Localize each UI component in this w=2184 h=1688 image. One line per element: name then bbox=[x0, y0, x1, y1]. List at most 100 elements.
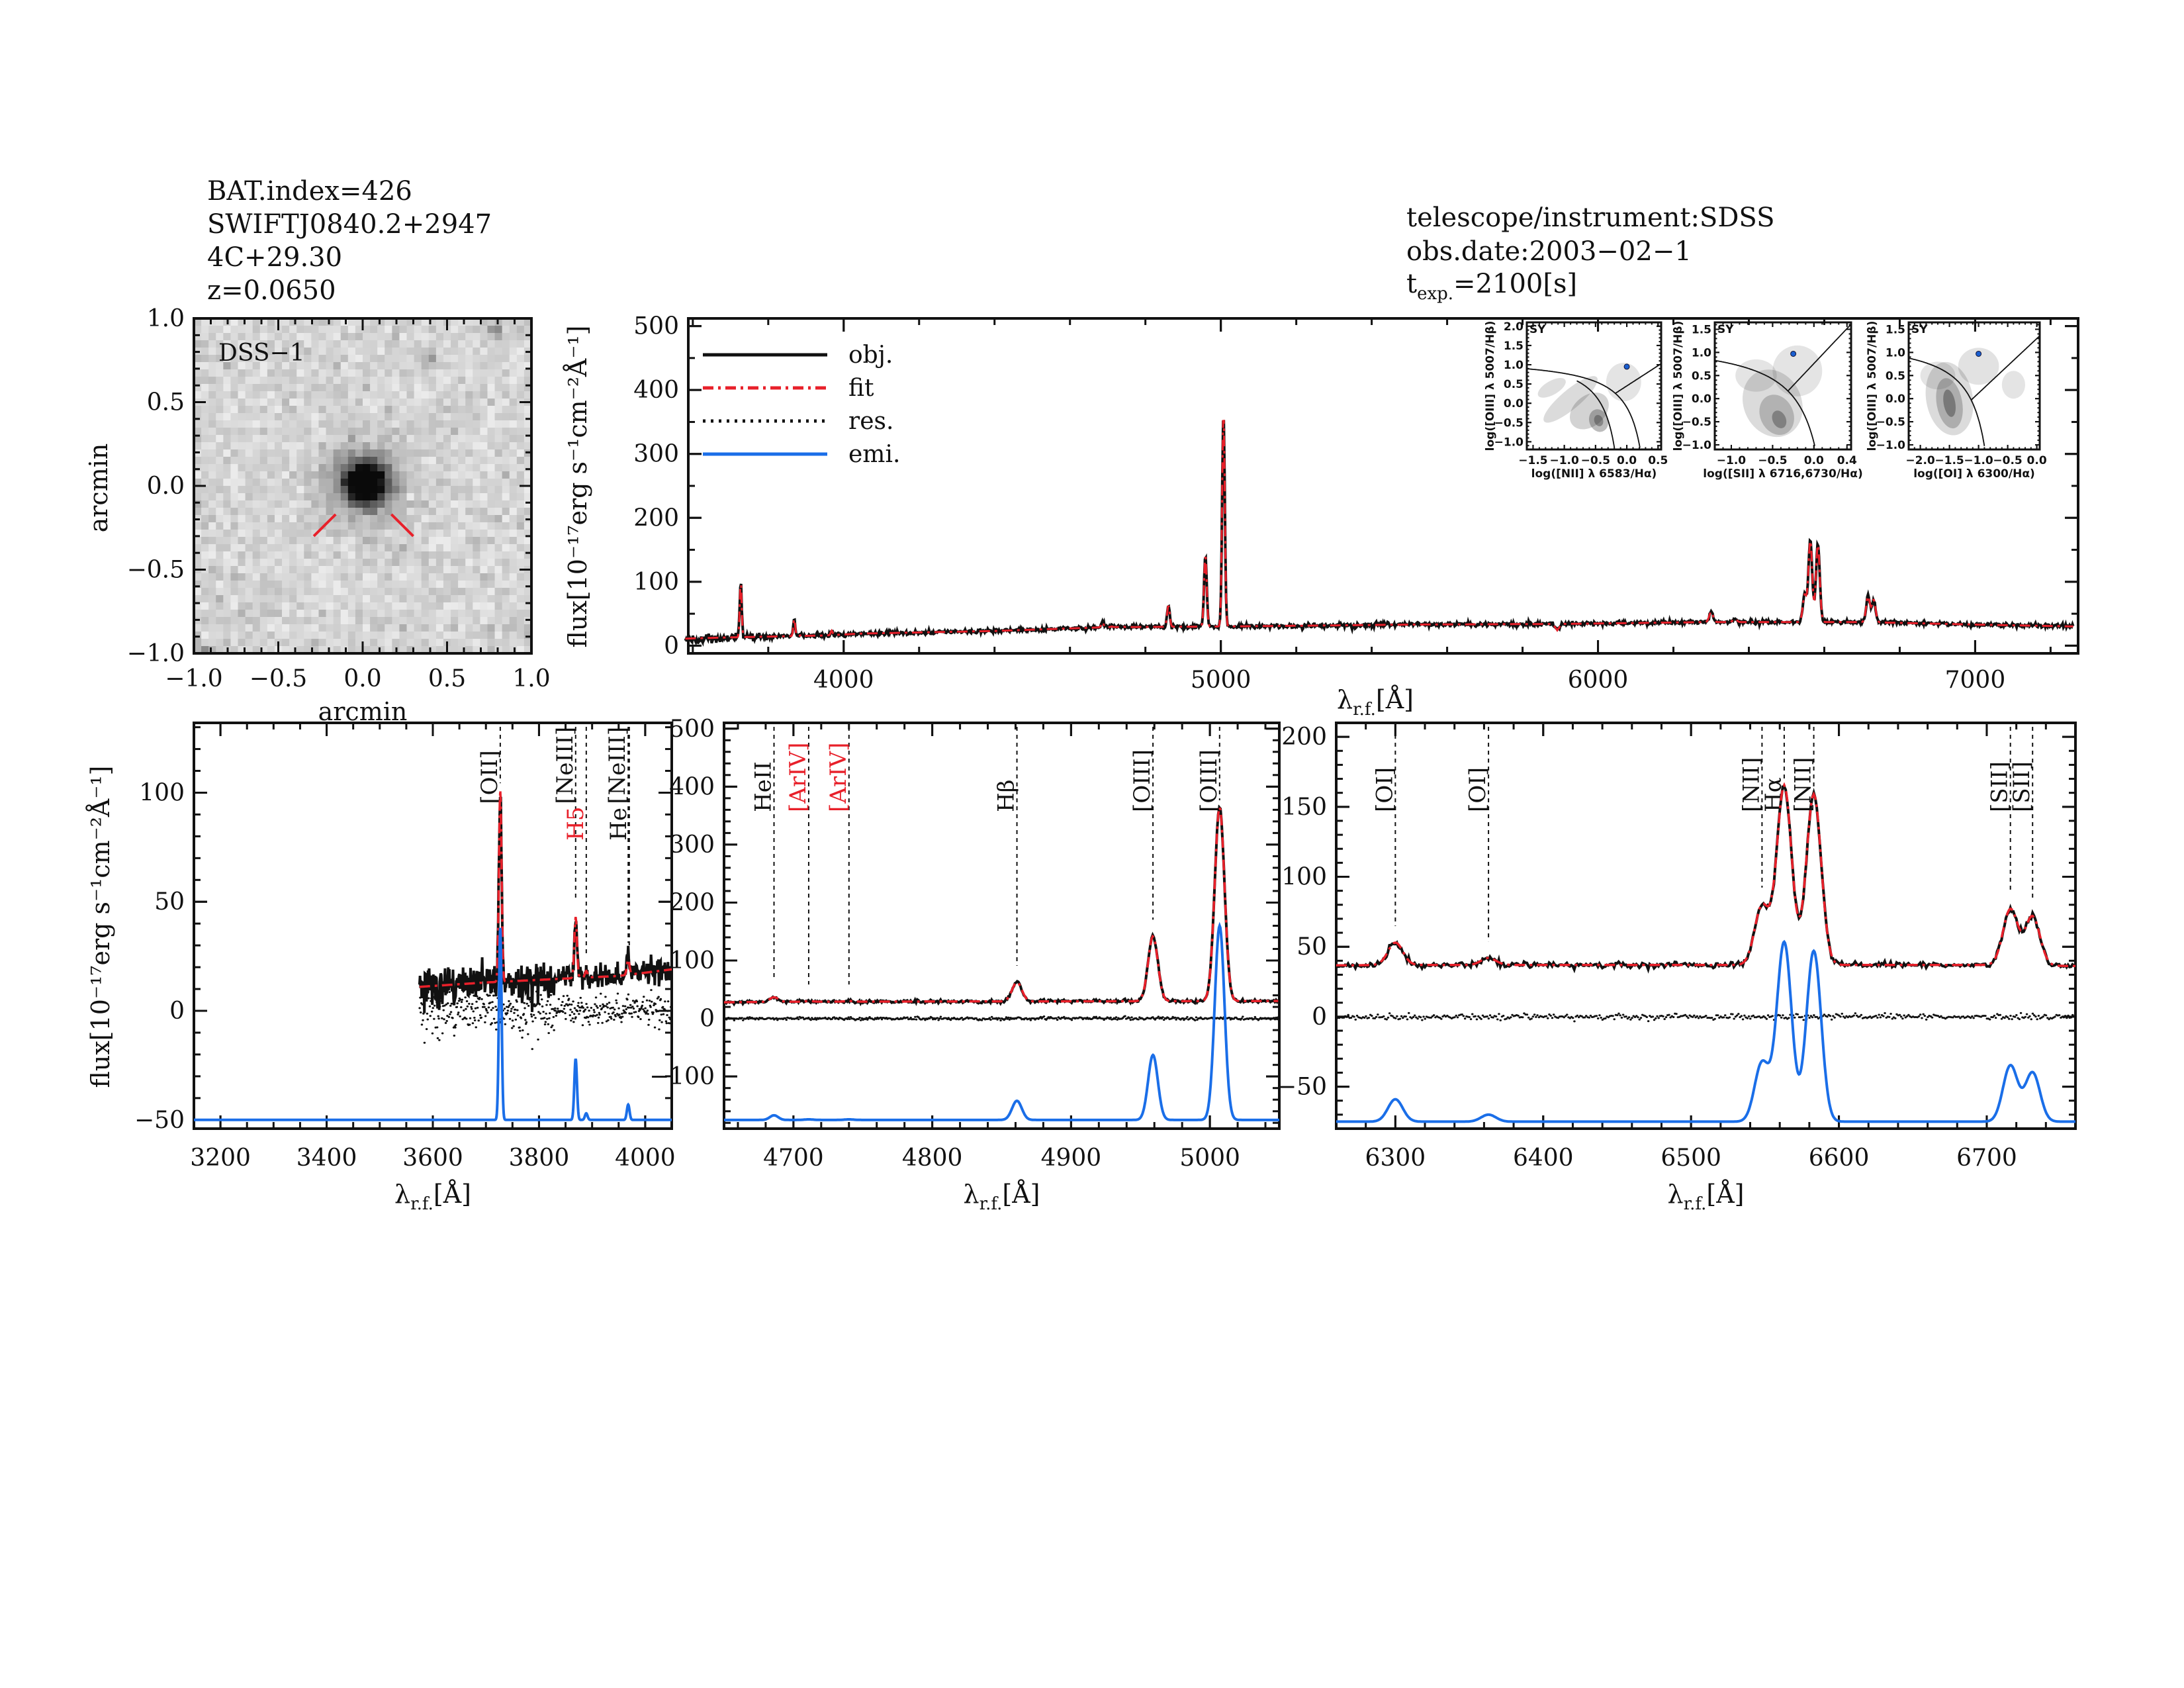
image-pixel bbox=[443, 610, 451, 618]
image-pixel bbox=[355, 442, 363, 450]
image-pixel bbox=[377, 377, 385, 385]
inset-x-label: log([NII] λ 6583/Hα) bbox=[1531, 467, 1657, 481]
image-pixel bbox=[414, 573, 422, 581]
image-pixel bbox=[296, 333, 304, 341]
image-pixel bbox=[516, 624, 525, 632]
image-pixel bbox=[201, 326, 209, 334]
y-tick-label: 400 bbox=[633, 377, 679, 404]
class-label: SY bbox=[1911, 323, 1928, 336]
image-pixel bbox=[392, 581, 400, 588]
image-pixel bbox=[355, 355, 363, 363]
image-pixel bbox=[230, 573, 239, 581]
image-pixel bbox=[363, 595, 371, 603]
image-pixel bbox=[296, 493, 304, 501]
image-pixel bbox=[340, 559, 349, 567]
image-pixel bbox=[289, 442, 297, 450]
image-pixel bbox=[333, 573, 341, 581]
image-pixel bbox=[355, 530, 363, 538]
axis-label-part: λ bbox=[1668, 1180, 1684, 1209]
image-pixel bbox=[333, 420, 341, 428]
image-pixel bbox=[201, 428, 209, 436]
image-pixel bbox=[421, 566, 430, 574]
image-pixel bbox=[435, 632, 444, 639]
image-pixel bbox=[355, 544, 363, 552]
image-pixel bbox=[406, 471, 415, 479]
image-pixel bbox=[289, 369, 297, 377]
image-pixel bbox=[304, 624, 312, 632]
image-pixel bbox=[245, 624, 253, 632]
image-pixel bbox=[406, 617, 415, 625]
image-pixel bbox=[523, 530, 532, 538]
image-pixel bbox=[509, 391, 518, 399]
image-pixel bbox=[274, 391, 283, 399]
image-pixel bbox=[480, 551, 488, 559]
image-pixel bbox=[194, 355, 202, 363]
image-pixel bbox=[435, 595, 444, 603]
image-pixel bbox=[216, 617, 224, 625]
image-pixel bbox=[443, 420, 451, 428]
image-pixel bbox=[259, 624, 268, 632]
image-pixel bbox=[523, 486, 532, 494]
image-pixel bbox=[347, 566, 356, 574]
image-pixel bbox=[223, 479, 232, 487]
plot-frame bbox=[687, 317, 2079, 655]
image-pixel bbox=[318, 384, 327, 392]
image-pixel bbox=[399, 624, 408, 632]
image-pixel bbox=[201, 632, 209, 639]
image-pixel bbox=[509, 632, 518, 639]
image-pixel bbox=[238, 435, 246, 443]
image-pixel bbox=[194, 428, 202, 436]
image-pixel bbox=[333, 326, 341, 334]
image-pixel bbox=[509, 551, 518, 559]
image-pixel bbox=[259, 406, 268, 414]
image-pixel bbox=[523, 522, 532, 530]
image-pixel bbox=[363, 588, 371, 596]
image-pixel bbox=[473, 333, 480, 341]
image-pixel bbox=[377, 566, 385, 574]
image-pixel bbox=[194, 464, 202, 472]
x-tick-label: 6400 bbox=[1513, 1145, 1574, 1172]
image-pixel bbox=[194, 479, 202, 487]
image-pixel bbox=[296, 500, 304, 508]
image-pixel bbox=[516, 406, 525, 414]
image-pixel bbox=[296, 617, 304, 625]
image-pixel bbox=[304, 348, 312, 355]
image-pixel bbox=[201, 464, 209, 472]
x-axis-label: λr.f.[Å] bbox=[1668, 1180, 1745, 1214]
fit-series bbox=[419, 790, 672, 988]
image-pixel bbox=[487, 369, 496, 377]
image-pixel bbox=[370, 457, 378, 465]
image-pixel bbox=[296, 551, 304, 559]
image-pixel bbox=[274, 617, 283, 625]
image-pixel bbox=[385, 500, 392, 508]
image-pixel bbox=[318, 624, 327, 632]
image-pixel bbox=[465, 318, 473, 326]
image-pixel bbox=[494, 544, 503, 552]
image-pixel bbox=[458, 406, 466, 414]
image-pixel bbox=[259, 559, 268, 567]
image-pixel bbox=[428, 377, 437, 385]
image-pixel bbox=[451, 566, 459, 574]
image-pixel bbox=[259, 377, 268, 385]
image-pixel bbox=[238, 464, 246, 472]
image-pixel bbox=[385, 435, 392, 443]
image-pixel bbox=[289, 333, 297, 341]
image-pixel bbox=[509, 646, 518, 654]
image-pixel bbox=[377, 617, 385, 625]
image-pixel bbox=[311, 348, 320, 355]
image-pixel bbox=[194, 326, 202, 334]
image-pixel bbox=[326, 348, 334, 355]
image-pixel bbox=[296, 581, 304, 588]
image-pixel bbox=[194, 522, 202, 530]
plot-frame bbox=[1907, 321, 2041, 451]
image-pixel bbox=[223, 362, 232, 370]
image-pixel bbox=[304, 369, 312, 377]
image-pixel bbox=[259, 508, 268, 516]
image-pixel bbox=[216, 500, 224, 508]
y-tick-label: −1.0 bbox=[1682, 439, 1712, 452]
image-pixel bbox=[274, 500, 283, 508]
image-pixel bbox=[333, 348, 341, 355]
image-pixel bbox=[414, 384, 422, 392]
image-pixel bbox=[451, 435, 459, 443]
image-pixel bbox=[363, 399, 371, 406]
